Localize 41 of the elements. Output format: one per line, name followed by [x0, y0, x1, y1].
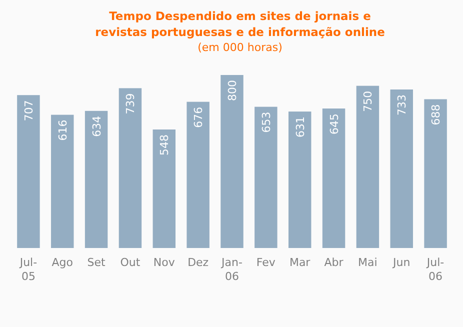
- data-label: 645: [328, 114, 341, 135]
- x-tick-label: Ago: [52, 256, 74, 269]
- bar: [254, 106, 278, 248]
- x-tick-label: Fev: [256, 256, 276, 269]
- data-label: 653: [260, 112, 273, 133]
- x-tick-label: Abr: [324, 256, 344, 269]
- chart-subtitle: (em 000 horas): [198, 41, 282, 54]
- x-tick-label: Mai: [358, 256, 378, 269]
- x-tick-label: Jun: [392, 256, 410, 269]
- bar: [118, 88, 142, 248]
- data-label: 800: [226, 80, 239, 101]
- data-label: 750: [362, 90, 375, 112]
- bar: [424, 99, 447, 248]
- bar: [152, 129, 176, 248]
- data-label: 631: [294, 116, 307, 138]
- data-label: 548: [158, 134, 172, 156]
- bar: [186, 102, 210, 248]
- bar: [356, 86, 380, 248]
- x-tick-label: Mar: [289, 256, 311, 269]
- x-tick-label: Jul-05: [18, 256, 38, 283]
- x-tick-label: Set: [87, 256, 106, 269]
- data-label: 616: [56, 120, 70, 141]
- x-tick-label: Jan-06: [220, 256, 242, 283]
- x-tick-label: Nov: [153, 256, 176, 269]
- bar: [288, 112, 312, 248]
- x-tick-label: Out: [120, 256, 141, 269]
- data-label: 739: [124, 93, 138, 114]
- bar: [51, 114, 74, 248]
- bar: [84, 110, 108, 248]
- data-label: 676: [192, 106, 206, 128]
- x-tick-label: Dez: [188, 256, 209, 269]
- bar: [390, 89, 413, 248]
- bar: [17, 95, 40, 248]
- x-tick-label: Jul-06: [426, 256, 444, 283]
- chart-title: Tempo Despendido em sites de jornais e revistas portuguesas e de informação online: [95, 9, 386, 39]
- data-label: 733: [396, 94, 409, 116]
- data-label: 707: [22, 100, 36, 122]
- bar: [322, 108, 346, 248]
- bar: [220, 75, 244, 248]
- data-label: 688: [430, 104, 443, 126]
- data-label: 634: [90, 116, 104, 137]
